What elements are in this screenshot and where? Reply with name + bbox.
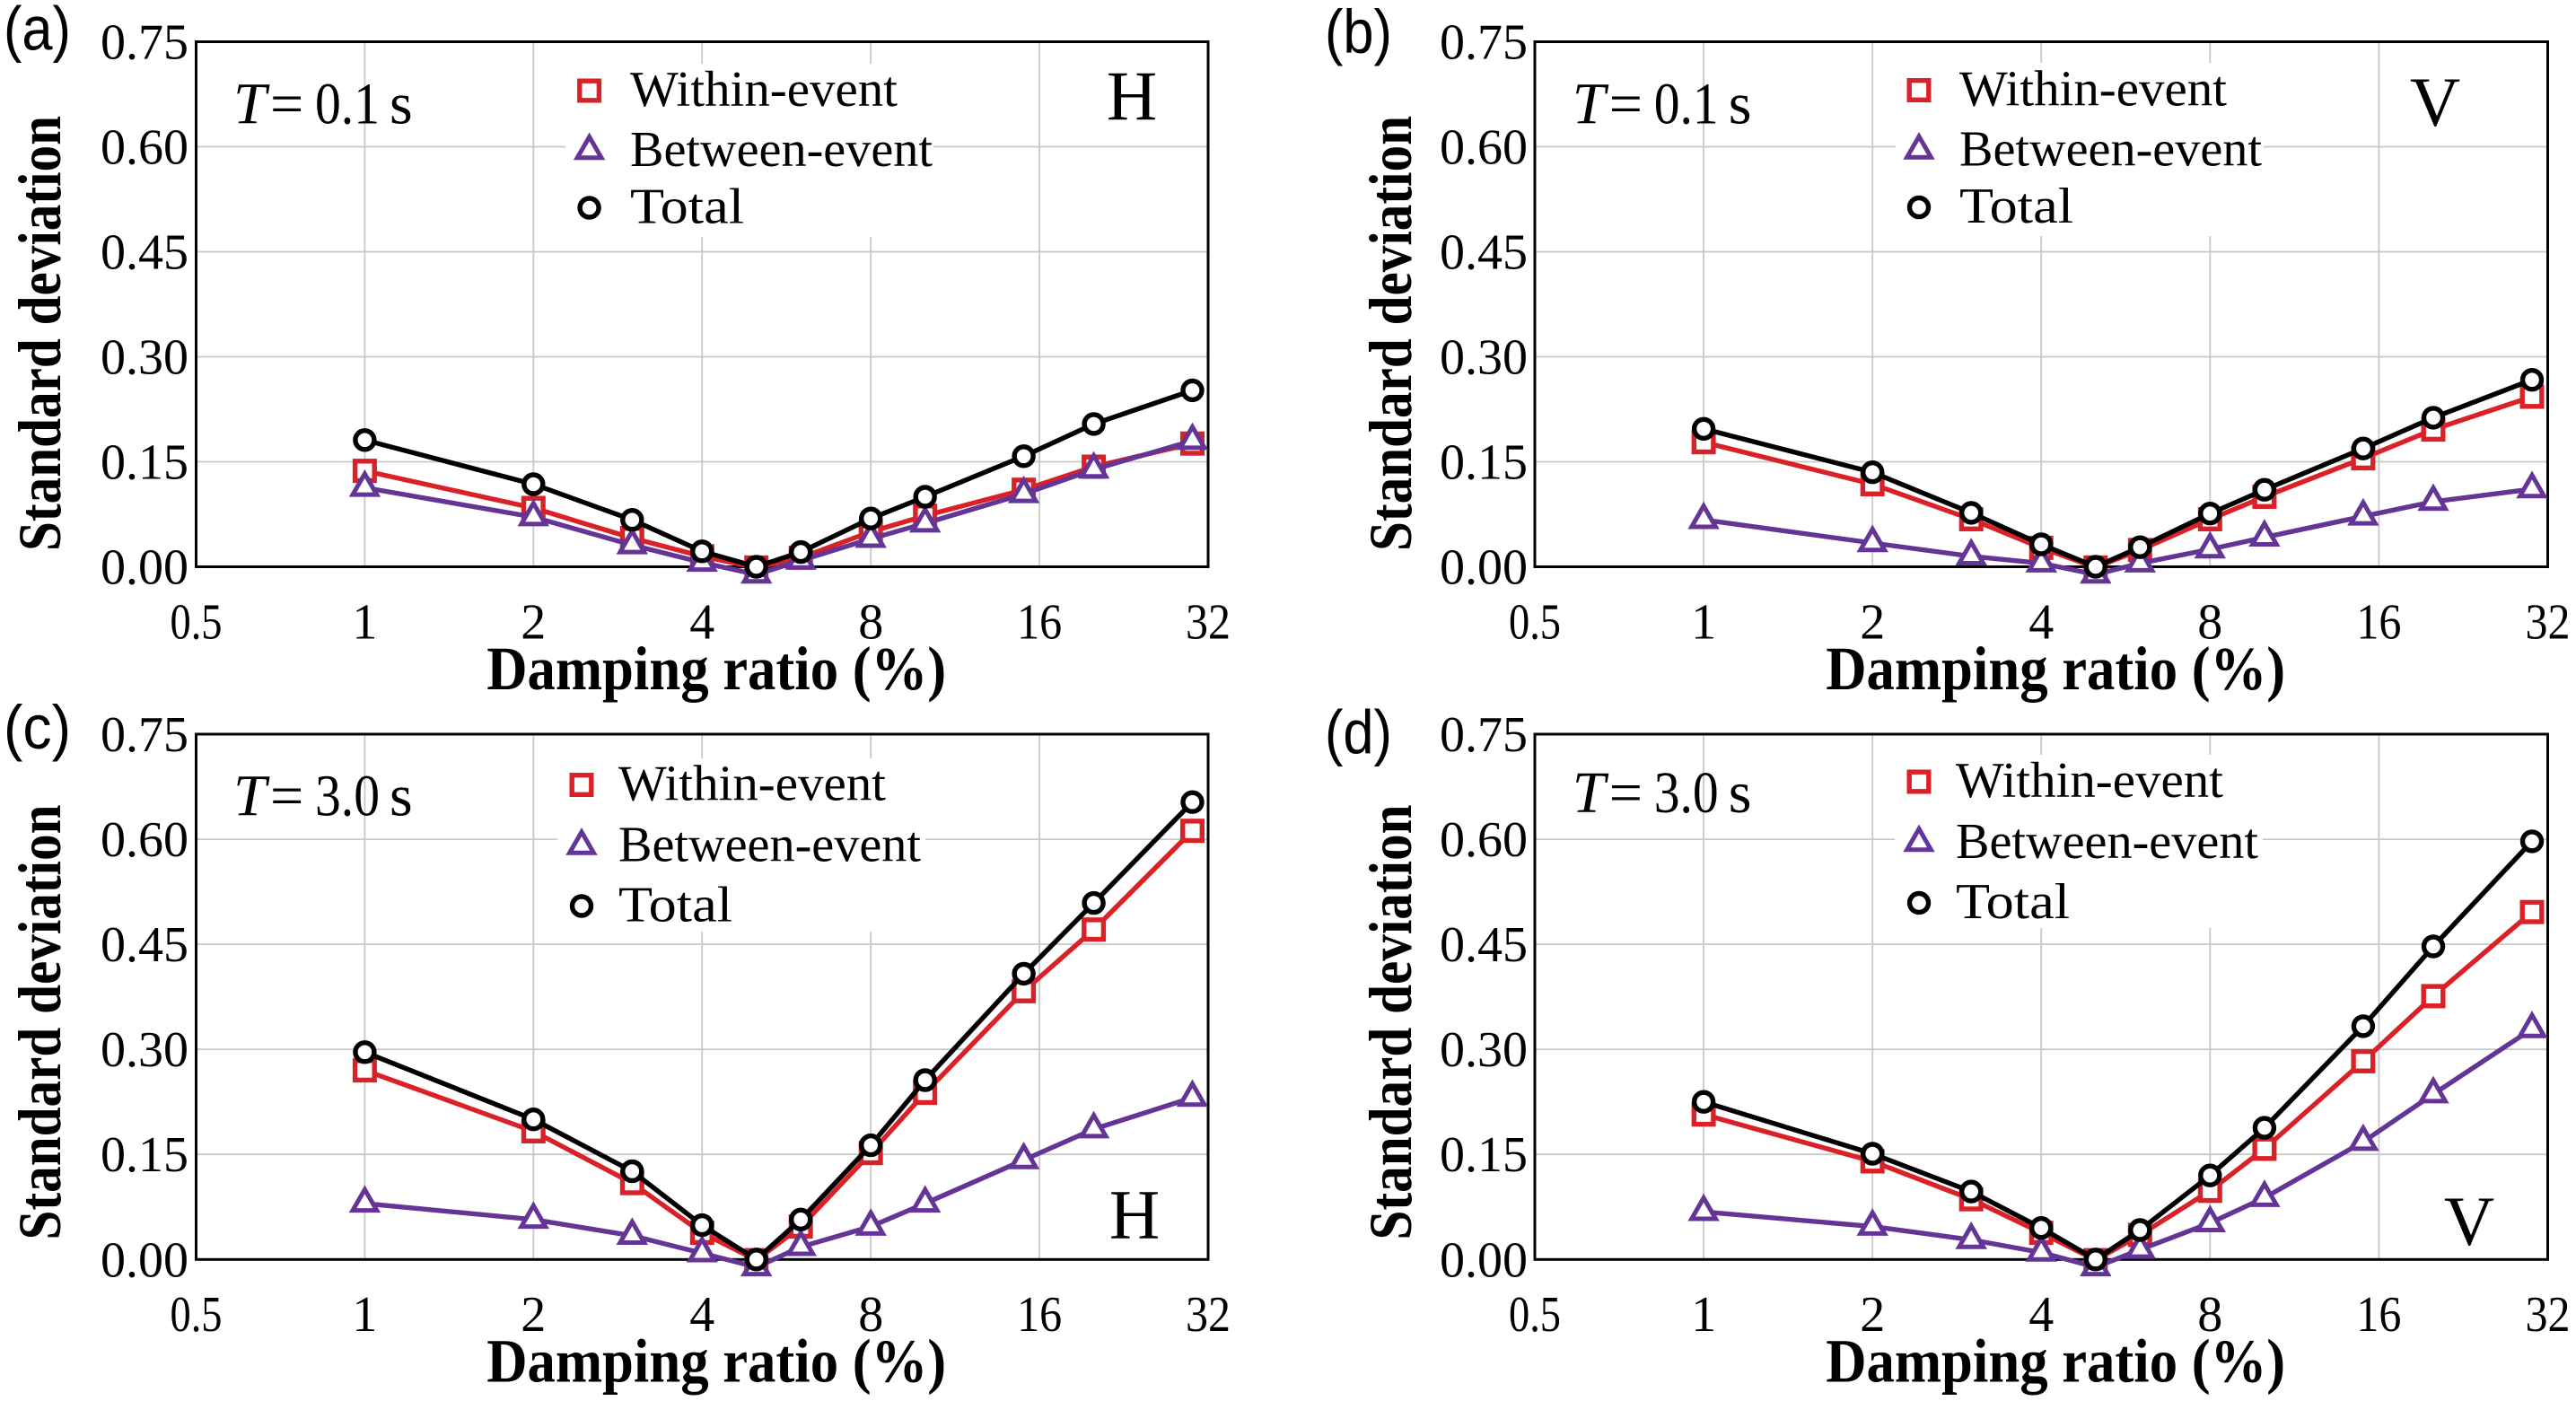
svg-text:0.00: 0.00 [101,540,188,596]
svg-text:=: = [270,72,303,137]
svg-text:(c): (c) [4,693,71,762]
svg-text:8: 8 [858,1287,883,1343]
svg-text:T: T [1573,72,1609,137]
svg-text:Between-event: Between-event [1959,122,2262,178]
svg-text:1: 1 [1691,595,1716,651]
svg-text:0.30: 0.30 [101,1022,188,1078]
svg-text:4: 4 [689,1287,714,1343]
svg-text:Damping ratio (%): Damping ratio (%) [486,635,946,703]
svg-text:=: = [1609,760,1643,826]
svg-text:0.30: 0.30 [101,330,188,386]
svg-text:0.1: 0.1 [315,72,380,137]
svg-text:s: s [1729,760,1752,826]
svg-text:8: 8 [2197,1287,2222,1343]
svg-text:1: 1 [352,595,377,651]
svg-text:4: 4 [689,595,714,651]
svg-text:2: 2 [1860,1287,1885,1343]
svg-text:Within-event: Within-event [1956,753,2223,809]
svg-text:0.00: 0.00 [1440,540,1528,596]
svg-text:16: 16 [1017,1287,1062,1343]
svg-text:0.75: 0.75 [101,707,188,763]
svg-text:s: s [390,72,413,137]
svg-text:0.15: 0.15 [101,1127,188,1183]
svg-text:Standard deviation: Standard deviation [5,116,74,551]
svg-text:16: 16 [2356,1287,2401,1343]
svg-text:16: 16 [2356,595,2401,651]
svg-text:1: 1 [1691,1287,1716,1343]
svg-text:s: s [390,763,413,828]
svg-text:Standard deviation: Standard deviation [1356,116,1424,551]
svg-text:4: 4 [2028,1287,2054,1343]
svg-text:8: 8 [2197,595,2222,651]
svg-text:Damping ratio (%): Damping ratio (%) [486,1327,946,1396]
svg-text:2: 2 [1860,595,1885,651]
svg-text:32: 32 [1186,1287,1231,1343]
svg-text:(b): (b) [1325,0,1392,66]
svg-text:0.15: 0.15 [1440,1127,1528,1183]
svg-text:0.75: 0.75 [101,15,188,71]
svg-text:0.00: 0.00 [101,1232,188,1288]
svg-text:0.60: 0.60 [1440,812,1528,868]
svg-text:16: 16 [1017,595,1062,651]
svg-text:Standard deviation: Standard deviation [5,805,74,1240]
svg-text:s: s [1729,72,1752,137]
svg-text:Within-event: Within-event [630,62,898,118]
svg-text:Within-event: Within-event [1959,62,2227,118]
svg-text:0.45: 0.45 [101,917,188,973]
svg-text:8: 8 [858,595,883,651]
svg-text:0.30: 0.30 [1440,330,1528,386]
svg-text:Total: Total [1959,179,2073,234]
svg-text:0.30: 0.30 [1440,1022,1528,1078]
svg-text:0.5: 0.5 [1509,1287,1561,1343]
svg-text:Between-event: Between-event [618,818,921,873]
svg-text:0.1: 0.1 [1654,72,1719,137]
svg-text:0.45: 0.45 [1440,225,1528,281]
svg-text:0.5: 0.5 [171,1287,223,1343]
svg-text:Standard deviation: Standard deviation [1356,805,1424,1240]
svg-text:Damping ratio (%): Damping ratio (%) [1826,635,2285,703]
svg-text:T: T [1573,760,1609,826]
svg-text:H: H [1107,57,1157,135]
svg-text:Within-event: Within-event [618,757,886,812]
svg-text:0.00: 0.00 [1440,1232,1528,1288]
svg-text:32: 32 [2526,1287,2571,1343]
svg-text:T: T [233,763,270,828]
svg-text:0.5: 0.5 [171,595,223,651]
svg-text:3.0: 3.0 [1654,760,1719,826]
svg-text:0.75: 0.75 [1440,707,1528,763]
svg-text:V: V [2444,1182,2494,1260]
svg-text:Between-event: Between-event [1956,814,2258,870]
svg-text:4: 4 [2028,595,2054,651]
svg-text:0.45: 0.45 [101,225,188,281]
svg-text:(d): (d) [1325,698,1392,767]
svg-text:0.60: 0.60 [1440,120,1528,176]
svg-text:V: V [2410,63,2460,141]
svg-text:Damping ratio (%): Damping ratio (%) [1826,1327,2285,1396]
svg-text:=: = [1609,72,1643,137]
svg-text:0.75: 0.75 [1440,15,1528,71]
svg-text:Between-event: Between-event [630,122,933,178]
svg-text:0.15: 0.15 [1440,435,1528,491]
svg-text:3.0: 3.0 [315,763,380,828]
svg-text:2: 2 [521,595,546,651]
svg-text:(a): (a) [4,0,71,64]
svg-text:T: T [233,72,270,137]
svg-text:0.60: 0.60 [101,812,188,868]
svg-text:Total: Total [1956,874,2070,930]
svg-text:32: 32 [1186,595,1231,651]
svg-text:2: 2 [521,1287,546,1343]
svg-text:0.15: 0.15 [101,435,188,491]
svg-text:32: 32 [2526,595,2571,651]
svg-text:0.60: 0.60 [101,120,188,176]
svg-text:1: 1 [352,1287,377,1343]
svg-text:0.5: 0.5 [1509,595,1561,651]
svg-text:0.45: 0.45 [1440,917,1528,973]
svg-text:Total: Total [630,180,744,235]
svg-text:Total: Total [618,878,732,933]
svg-text:=: = [270,763,303,828]
svg-text:H: H [1109,1176,1160,1254]
